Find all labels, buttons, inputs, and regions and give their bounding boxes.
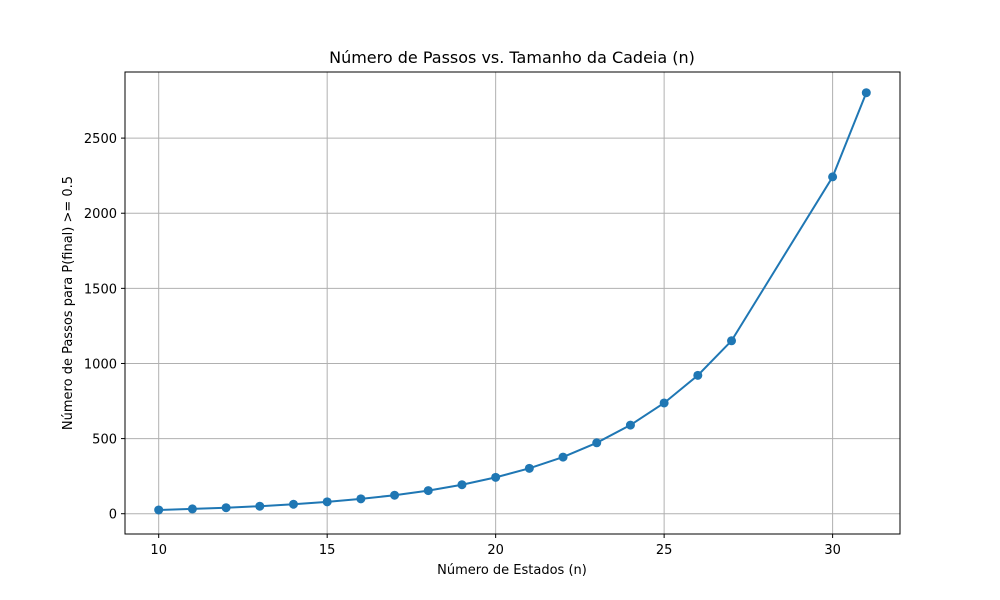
data-point xyxy=(322,497,332,507)
x-ticks: 10 15 20 25 30 xyxy=(150,534,841,558)
x-tick-label: 30 xyxy=(824,543,841,558)
y-tick-label: 1500 xyxy=(84,282,117,297)
series xyxy=(154,88,871,515)
y-tick-label: 500 xyxy=(92,433,117,448)
data-point xyxy=(625,420,635,430)
x-axis-label: Número de Estados (n) xyxy=(437,563,587,578)
data-point xyxy=(356,494,366,504)
data-point xyxy=(423,486,433,496)
y-tick-label: 2500 xyxy=(84,132,117,147)
y-tick-label: 2000 xyxy=(84,207,117,222)
data-point xyxy=(558,452,568,462)
data-point xyxy=(693,370,703,380)
data-point xyxy=(187,504,197,514)
grid xyxy=(125,72,900,534)
data-point xyxy=(828,172,838,182)
data-point xyxy=(154,505,164,515)
data-point xyxy=(255,501,265,511)
y-axis-label: Número de Passos para P(final) >= 0.5 xyxy=(61,176,76,430)
x-tick-label: 10 xyxy=(150,543,167,558)
x-tick-label: 15 xyxy=(319,543,336,558)
data-point xyxy=(288,499,298,509)
y-ticks: 0 500 1000 1500 2000 2500 xyxy=(84,132,125,523)
x-tick-label: 25 xyxy=(656,543,673,558)
y-tick-label: 1000 xyxy=(84,357,117,372)
data-point xyxy=(592,438,602,448)
data-point xyxy=(457,480,467,490)
data-point xyxy=(659,398,669,408)
series-line xyxy=(158,92,868,511)
data-point xyxy=(491,472,501,482)
plot-frame xyxy=(124,71,901,535)
data-point xyxy=(221,503,231,513)
data-point xyxy=(390,490,400,500)
chart-title: Número de Passos vs. Tamanho da Cadeia (… xyxy=(329,48,695,67)
data-point xyxy=(727,336,737,346)
data-point xyxy=(524,463,534,473)
data-point xyxy=(861,88,871,98)
y-tick-label: 0 xyxy=(109,508,117,523)
x-tick-label: 20 xyxy=(487,543,504,558)
